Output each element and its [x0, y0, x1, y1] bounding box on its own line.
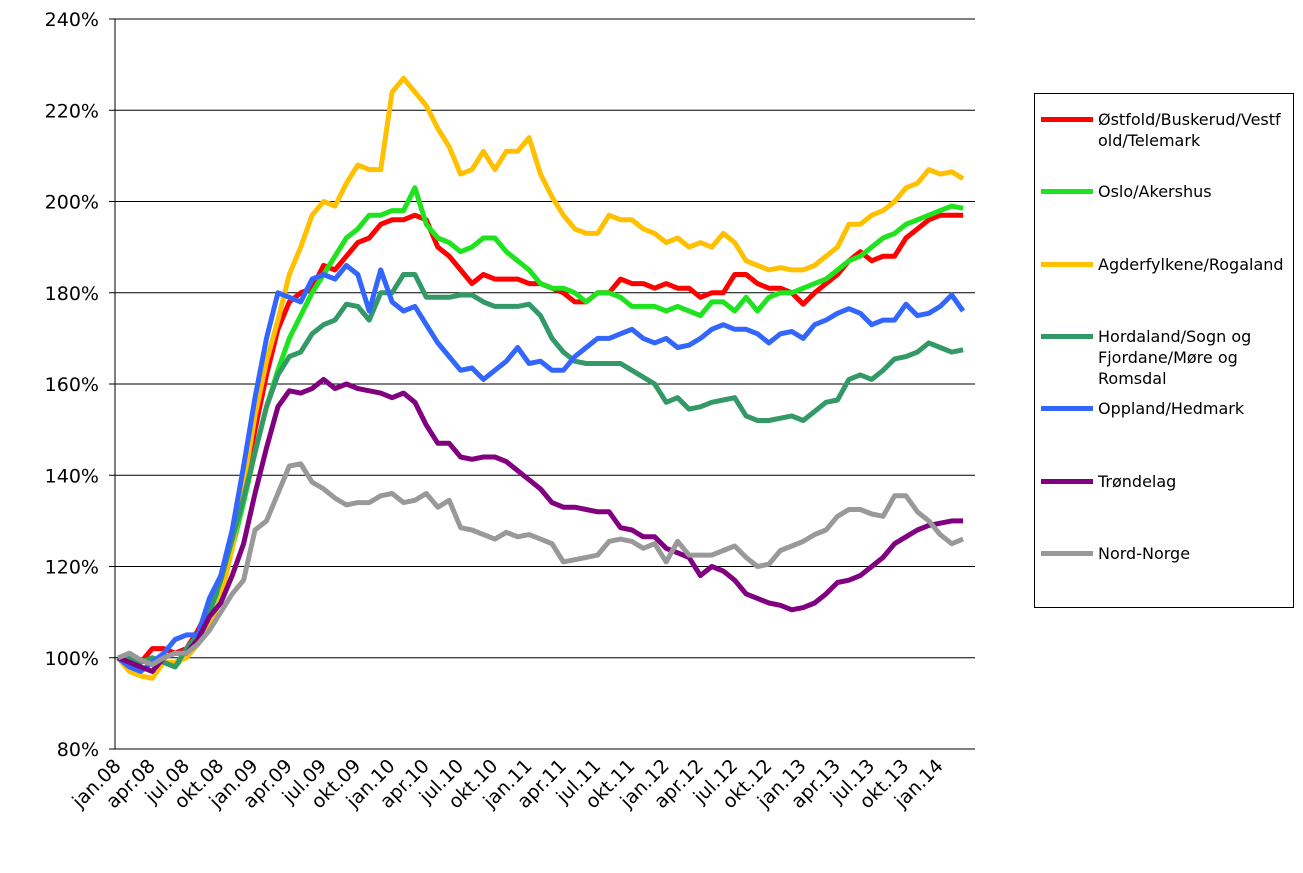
legend-label: Oslo/Akershus — [1098, 182, 1212, 202]
legend-swatch — [1041, 189, 1093, 195]
y-tick-label: 80% — [57, 739, 99, 761]
y-tick-label: 240% — [45, 9, 99, 31]
series-line — [117, 376, 964, 674]
legend: Østfold/Buskerud/Vestfold/Telemark Oslo/A… — [1034, 93, 1294, 608]
legend-label: Nord-Norge — [1098, 543, 1191, 563]
legend-label: Trøndelag — [1098, 471, 1177, 491]
series-line — [118, 272, 964, 670]
legend-label: Agderfylkene/Rogaland — [1098, 254, 1284, 274]
series-line — [116, 262, 966, 674]
y-tick-label: 140% — [45, 465, 99, 487]
series-line — [118, 185, 964, 670]
legend-swatch — [1041, 117, 1093, 122]
chart: 80%100%120%140%160%180%200%220%240%jan.0… — [45, 9, 975, 813]
y-tick-label: 100% — [45, 648, 99, 670]
y-tick-label: 200% — [45, 192, 99, 214]
legend-label: Hordaland/Sogn og Fjordane/Møre og Romsd… — [1098, 326, 1252, 388]
y-tick-label: 160% — [45, 374, 99, 396]
legend-label: Østfold/Buskerud/Vestfold/Telemark — [1098, 110, 1281, 150]
legend-swatch — [1041, 333, 1093, 339]
legend-swatch — [1041, 261, 1093, 267]
legend-label: Oppland/Hedmark — [1098, 399, 1245, 419]
y-tick-label: 120% — [45, 557, 99, 579]
y-tick-label: 220% — [45, 100, 99, 122]
series-line — [116, 75, 965, 681]
y-tick-label: 180% — [45, 283, 99, 305]
legend-swatch — [1041, 550, 1093, 556]
legend-swatch — [1041, 406, 1093, 412]
series-line — [117, 461, 965, 668]
legend-swatch — [1041, 478, 1093, 484]
